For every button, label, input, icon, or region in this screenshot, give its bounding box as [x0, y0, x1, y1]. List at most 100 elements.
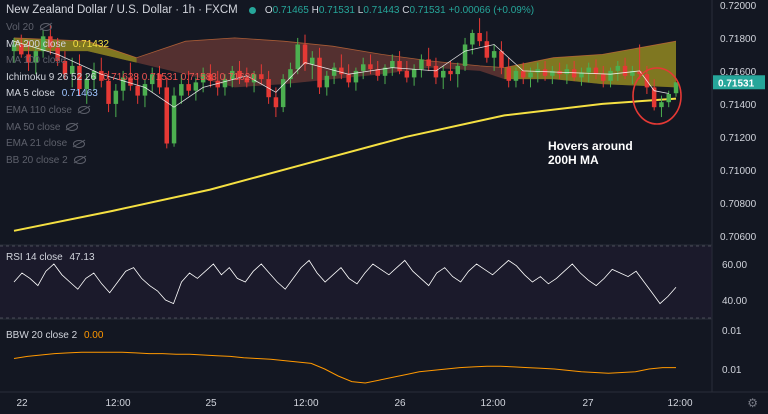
candle-body [222, 79, 228, 88]
candle-body [215, 80, 220, 88]
eye-hidden-icon[interactable] [73, 139, 86, 148]
timeframe-label[interactable]: 1h [182, 4, 196, 16]
symbol-title[interactable]: New Zealand Dollar / U.S. Dollar [6, 4, 173, 16]
current-price-tag [713, 75, 765, 90]
candle-body [375, 69, 380, 76]
candle-body [302, 44, 308, 65]
candle-body [666, 94, 671, 103]
legend-row[interactable]: MA 100 close [6, 55, 66, 67]
candle-body [630, 70, 635, 76]
candle-body [361, 64, 366, 71]
candle-body [419, 59, 424, 70]
low-value: 0.71443 [363, 5, 400, 16]
candle-body [368, 64, 373, 70]
candle-body [586, 67, 591, 73]
candle-body [244, 77, 250, 83]
legend-label: MA 50 close [6, 121, 61, 133]
legend-row[interactable]: Ichimoku 9 26 52 26 0.71628 0.71531 0.71… [6, 72, 256, 84]
legend-label: BB 20 close 2 [6, 154, 68, 166]
legend-row[interactable]: EMA 110 close [6, 105, 90, 117]
market-status-icon [248, 6, 256, 14]
candle-body [441, 70, 446, 78]
legend-label: EMA 110 close [6, 105, 72, 116]
candle-body [535, 69, 540, 73]
candle-body [26, 54, 31, 63]
candle-body [259, 74, 264, 80]
legend-value: 0.71432 [70, 38, 109, 50]
candle-body [150, 74, 155, 85]
candle-body [70, 65, 75, 75]
legend-row[interactable]: MA 200 close 0.71432 [6, 39, 109, 51]
chart-annotation: Hovers around 200H MA [548, 139, 633, 167]
candle-body [346, 74, 351, 83]
rsi-legend[interactable]: RSI 14 close 47.13 [6, 252, 95, 263]
rsi-legend-label: RSI 14 close [6, 252, 63, 263]
candle-body [77, 65, 82, 89]
candle-body [113, 90, 119, 104]
candle-body [622, 65, 628, 76]
candle-body [237, 70, 242, 78]
candle-body [179, 84, 184, 96]
highlight-circle [632, 67, 682, 125]
candle-body [491, 51, 497, 58]
ohlc-values: O0.71465 H0.71531 L0.71443 C0.71531 +0.0… [264, 5, 535, 16]
candle-body [142, 84, 148, 96]
candle-body [433, 65, 439, 78]
legend-label: Ichimoku 9 26 52 26 [6, 71, 97, 83]
candle-body [208, 74, 213, 81]
bbw-legend-label: BBW 20 close 2 [6, 330, 78, 341]
legend-value: 0.71463 [58, 88, 98, 100]
annotation-line-2: 200H MA [548, 153, 599, 167]
candle-body [579, 72, 584, 78]
time-tick-label: 12:00 [293, 398, 318, 409]
time-tick-label: 12:00 [480, 398, 505, 409]
candle-body [390, 61, 395, 68]
candle-body [353, 70, 359, 83]
candle-body [637, 70, 642, 75]
legend-label: Vol 20 [6, 22, 34, 33]
price-tick-label: 0.70600 [720, 232, 757, 243]
legend-row[interactable]: BB 20 close 2 [6, 155, 86, 167]
eye-hidden-icon[interactable] [73, 156, 86, 165]
eye-hidden-icon[interactable] [66, 122, 79, 131]
legend-value: 0.71628 0.71531 0.71583 0.71620 [100, 71, 256, 83]
candle-body [455, 65, 460, 75]
candle-body [200, 74, 206, 83]
time-tick-label: 25 [205, 398, 217, 409]
gear-icon[interactable]: ⚙ [747, 396, 758, 410]
candle-body [331, 67, 337, 76]
eye-hidden-icon[interactable] [77, 106, 90, 115]
candle-body [484, 41, 490, 58]
rsi-band [0, 246, 712, 318]
candle-body [135, 85, 140, 96]
legend-label: MA 5 close [6, 88, 55, 100]
legend-row[interactable]: EMA 21 close [6, 138, 86, 150]
bbw-legend[interactable]: BBW 20 close 2 0.00 [6, 330, 103, 341]
rsi-line [13, 259, 677, 305]
annotation-line-1: Hovers around [548, 139, 633, 153]
candle-body [251, 74, 257, 83]
candle-body [673, 82, 679, 94]
ma5-line [13, 40, 669, 108]
legend-row[interactable]: MA 5 close 0.71463 [6, 88, 98, 100]
legend-row[interactable]: MA 50 close [6, 121, 79, 134]
candle-body [615, 65, 621, 71]
candle-body [462, 44, 468, 66]
candle-body [601, 74, 606, 81]
candle-body [339, 67, 344, 75]
candle-body [128, 77, 133, 86]
candle-body [193, 82, 199, 91]
candle-body [608, 70, 613, 81]
rsi-tick-label: 60.00 [722, 260, 747, 271]
candle-body [186, 84, 191, 91]
candle-body [317, 57, 322, 88]
candle-body [171, 95, 177, 144]
candle-body [470, 33, 475, 45]
candle-body [564, 69, 570, 75]
source-label: FXCM [205, 4, 238, 16]
eye-hidden-icon[interactable] [39, 23, 52, 32]
time-tick-label: 26 [394, 398, 406, 409]
legend-row[interactable]: Vol 20 [6, 22, 52, 34]
current-price-label: 0.71531 [718, 78, 755, 89]
